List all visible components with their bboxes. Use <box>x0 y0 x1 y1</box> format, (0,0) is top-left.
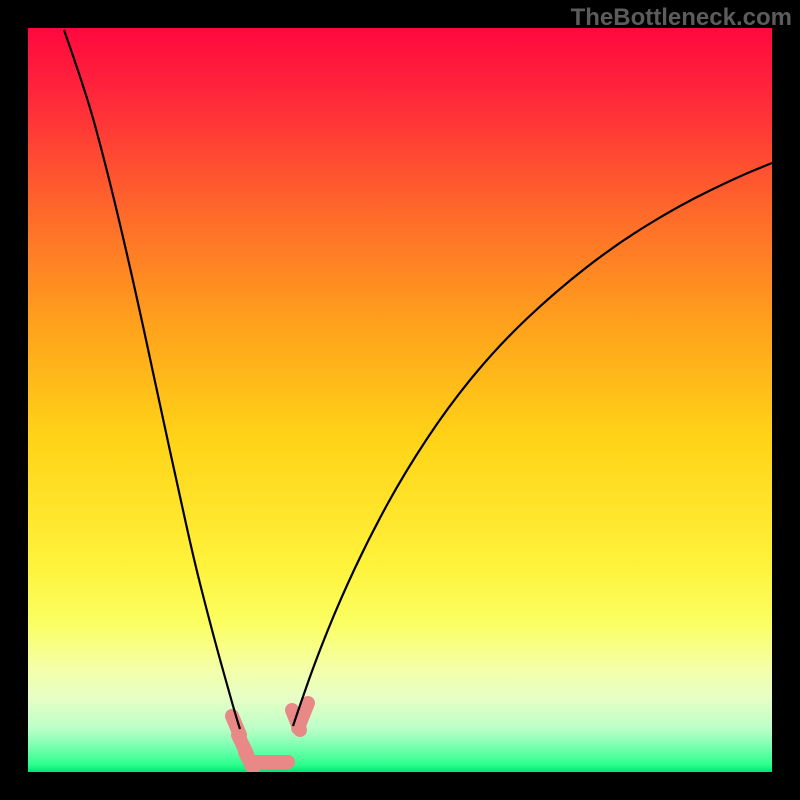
chart-stage: TheBottleneck.com <box>0 0 800 800</box>
curve-left <box>64 30 240 729</box>
chart-overlay <box>0 0 800 800</box>
curve-right <box>293 163 772 726</box>
